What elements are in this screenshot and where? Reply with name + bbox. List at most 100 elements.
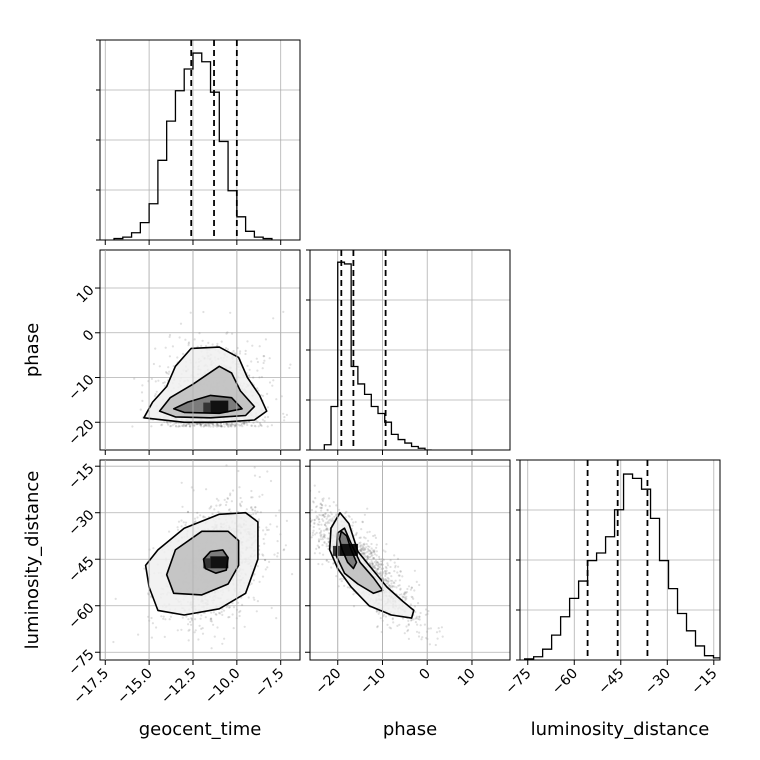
scatter-point (368, 555, 372, 559)
scatter-point (313, 484, 316, 487)
scatter-point (196, 516, 199, 519)
scatter-point (375, 563, 378, 567)
scatter-point (177, 425, 180, 428)
scatter-point (196, 423, 199, 426)
phase-x-axis-label: phase (383, 719, 437, 740)
scatter-point (219, 424, 222, 427)
scatter-point (250, 424, 253, 427)
scatter-point (153, 394, 156, 398)
scatter-point (223, 637, 226, 640)
scatter-point (264, 338, 267, 341)
scatter-point (412, 618, 415, 621)
scatter-point (404, 592, 407, 595)
scatter-point (231, 423, 234, 426)
scatter-point (266, 415, 270, 419)
scatter-point (307, 508, 309, 510)
scatter-point (405, 591, 409, 594)
scatter-point (194, 618, 197, 621)
scatter-point (377, 612, 380, 615)
scatter-point (218, 504, 221, 507)
scatter-point (163, 420, 166, 423)
scatter-point (262, 529, 265, 532)
scatter-point (397, 584, 400, 587)
scatter-point (250, 582, 253, 585)
scatter-point (270, 606, 273, 610)
scatter-point (167, 372, 170, 375)
scatter-point (268, 357, 271, 360)
scatter-point (218, 611, 221, 615)
scatter-point (228, 423, 231, 426)
scatter-point (262, 355, 265, 358)
scatter-point (221, 613, 224, 617)
scatter-point (416, 623, 419, 626)
scatter-point (252, 376, 255, 379)
scatter-point (388, 584, 391, 587)
scatter-point (150, 377, 153, 380)
scatter-point (344, 512, 347, 515)
scatter-point (225, 347, 228, 350)
y-tick-label: −15 (65, 461, 97, 493)
scatter-point (202, 310, 205, 314)
y-tick-label: −20 (65, 417, 97, 449)
scatter-point (228, 606, 231, 609)
scatter-point (403, 593, 406, 596)
x-tick-label: −10.0 (202, 666, 244, 708)
y-tick-label: 0 (80, 327, 98, 345)
scatter-point (389, 559, 392, 562)
scatter-point (285, 413, 288, 416)
scatter-point (406, 630, 409, 633)
scatter-point (250, 506, 253, 509)
scatter-point (413, 589, 416, 592)
scatter-point (256, 565, 259, 568)
scatter-point (359, 544, 362, 547)
scatter-point (187, 618, 190, 621)
scatter-point (245, 508, 248, 511)
scatter-point (187, 623, 190, 626)
scatter-point (319, 506, 322, 509)
scatter-point (393, 582, 396, 585)
scatter-point (226, 424, 229, 427)
scatter-point (410, 586, 413, 589)
scatter-point (262, 361, 265, 365)
scatter-point (324, 512, 327, 515)
scatter-point (379, 617, 382, 620)
scatter-point (407, 624, 410, 627)
scatter-point (359, 548, 362, 551)
scatter-point (211, 423, 214, 426)
x-tick-label: −12.5 (158, 666, 200, 708)
scatter-point (367, 550, 370, 553)
scatter-point (251, 509, 254, 512)
scatter-point (326, 509, 329, 512)
scatter-point (248, 374, 251, 377)
scatter-point (313, 518, 316, 522)
scatter-point (328, 521, 331, 525)
scatter-point (207, 425, 210, 428)
scatter-point (262, 537, 265, 541)
scatter-point (355, 532, 358, 536)
scatter-point (396, 571, 399, 574)
scatter-point (319, 531, 322, 534)
scatter-point (366, 547, 370, 551)
scatter-point (371, 563, 374, 566)
scatter-point (241, 425, 244, 428)
scatter-point (321, 504, 324, 507)
scatter-point (391, 585, 395, 588)
scatter-point (189, 311, 192, 314)
scatter-point (275, 617, 278, 620)
scatter-point (168, 335, 171, 338)
scatter-point (137, 633, 140, 636)
scatter-point (384, 577, 387, 581)
scatter-point (207, 341, 210, 344)
scatter-point (320, 533, 323, 536)
scatter-point (322, 533, 326, 536)
scatter-point (219, 612, 222, 615)
scatter-point (263, 359, 266, 362)
scatter-point (363, 513, 366, 516)
scatter-point (362, 553, 365, 556)
scatter-point (361, 547, 364, 550)
scatter-point (303, 492, 305, 494)
scatter-point (241, 603, 244, 607)
scatter-point (377, 565, 380, 568)
scatter-point (389, 565, 392, 569)
y-tick-label: 10 (74, 282, 98, 306)
